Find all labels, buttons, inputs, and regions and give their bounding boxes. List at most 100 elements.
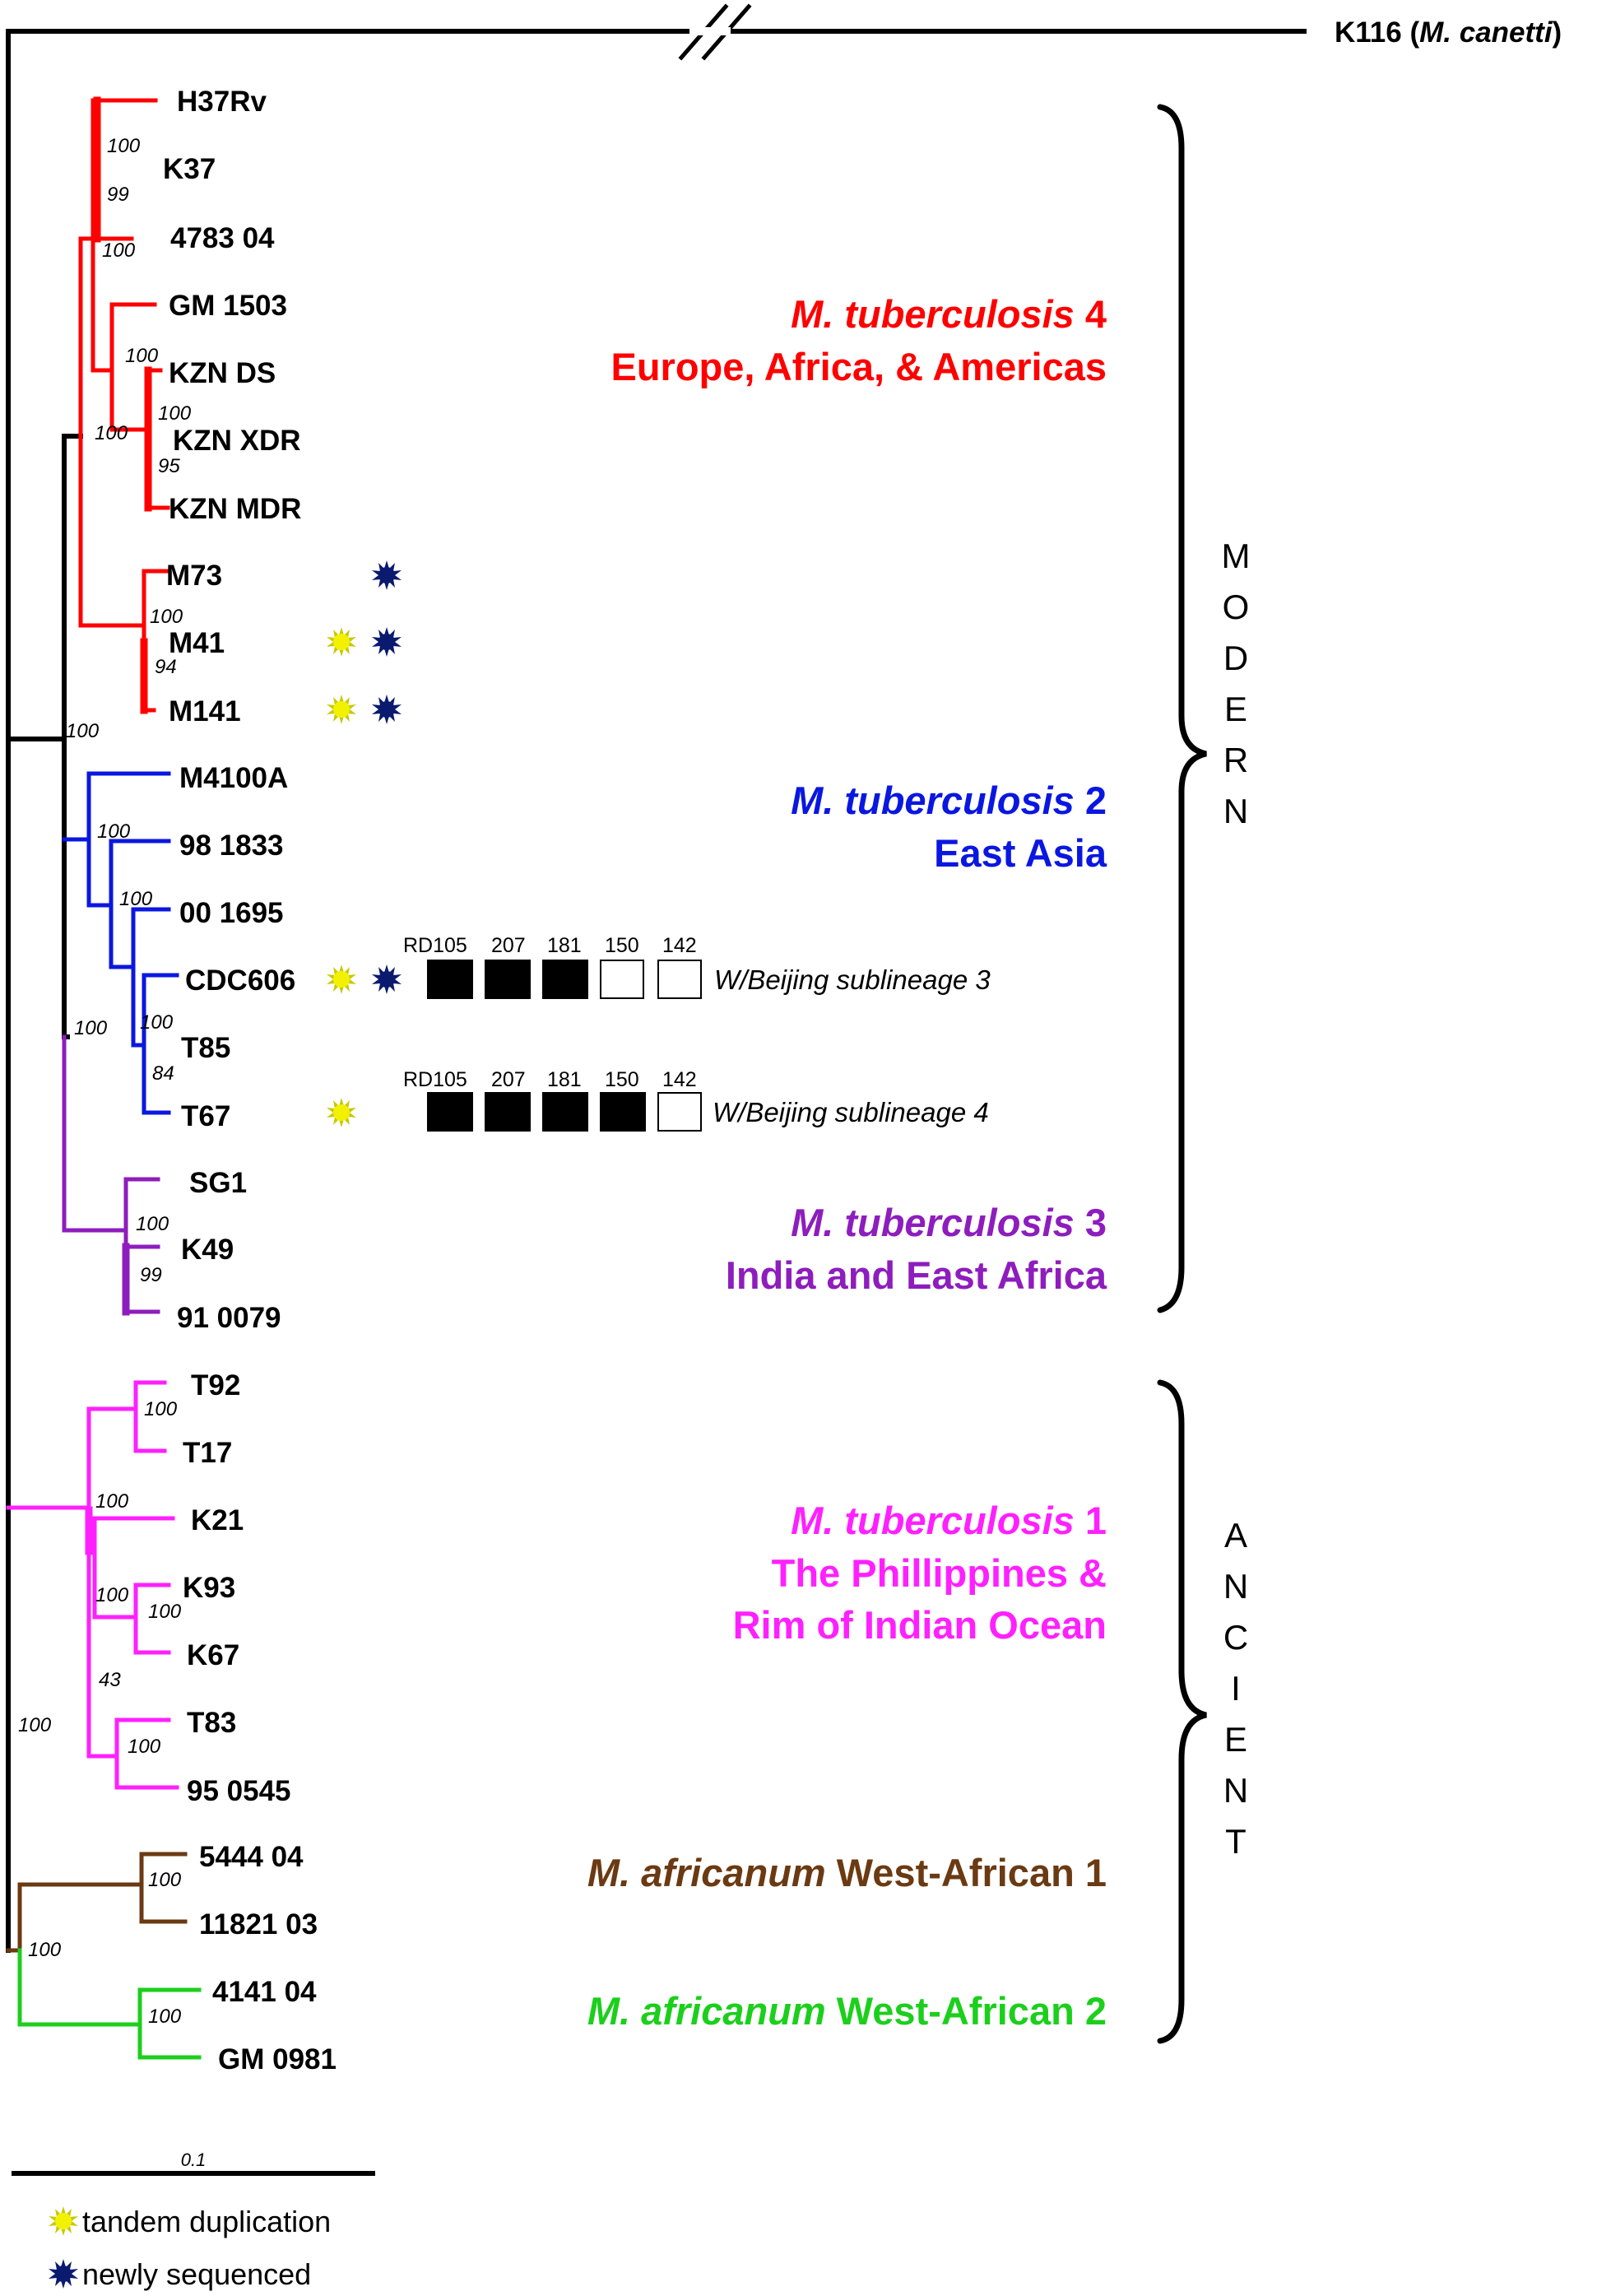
tandem-duplication-icon (49, 2206, 78, 2236)
branches (6, 3, 1307, 2060)
taxon-label: 5444 04 (199, 1841, 304, 1873)
clade-mtb3-title: M. tuberculosis 3 (791, 1201, 1107, 1244)
taxon-label: M73 (166, 560, 222, 592)
rd-box-empty (657, 960, 702, 999)
svg-text:E: E (1224, 1720, 1247, 1759)
group-braces (1157, 104, 1207, 2044)
rd-box-filled (600, 1092, 646, 1132)
rd-header: 150 (605, 934, 639, 957)
svg-text:N: N (1223, 1567, 1248, 1606)
bootstrap-value: 100 (148, 2006, 182, 2028)
sublineage-label: W/Beijing sublineage 3 (714, 964, 991, 995)
svg-text:N: N (1223, 1771, 1248, 1810)
rd-box-filled (427, 1092, 473, 1132)
bootstrap-value: 100 (66, 720, 100, 742)
taxon-label: SG1 (189, 1167, 247, 1199)
taxon-label: 95 0545 (187, 1775, 291, 1807)
tandem-duplication-icon (327, 1098, 356, 1127)
rd-region-table: RD105 207 181 150 142 W/Beijing sublinea… (403, 934, 991, 1132)
bootstrap-value: 100 (140, 1011, 174, 1034)
scale-bar: 0.1 (12, 2150, 375, 2176)
taxon-label: M41 (169, 627, 225, 659)
newly-sequenced-icon (372, 695, 402, 724)
taxon-label: K21 (191, 1504, 244, 1536)
sublineage-label: W/Beijing sublineage 4 (713, 1097, 989, 1127)
bootstrap-values: 100 99 100 100 100 95 100 100 94 100 100… (18, 135, 192, 2028)
taxon-label: T83 (187, 1707, 236, 1739)
svg-text:R: R (1223, 741, 1248, 779)
tandem-duplication-icon (327, 627, 356, 657)
taxon-label: T85 (181, 1032, 230, 1064)
legend-newly-label: newly sequenced (82, 2257, 311, 2291)
taxon-label: 4783 04 (170, 222, 275, 254)
newly-sequenced-icon (372, 627, 402, 657)
taxon-label: M141 (169, 695, 241, 727)
ancient-brace (1157, 1379, 1207, 2044)
taxon-labels: K116 (M. canetti) H37Rv K37 4783 04 GM 1… (163, 16, 1562, 2075)
bootstrap-value: 100 (136, 1213, 169, 1235)
rd-header: 150 (605, 1068, 639, 1091)
bootstrap-value: 100 (144, 1398, 178, 1420)
scale-bar-label: 0.1 (181, 2150, 207, 2170)
svg-text:I: I (1231, 1669, 1241, 1708)
rd-box-filled (427, 960, 473, 999)
taxon-label: KZN XDR (173, 425, 301, 457)
bootstrap-value: 100 (128, 1736, 161, 1758)
bootstrap-value: 100 (18, 1714, 52, 1736)
legend: tandem duplication newly sequenced (49, 2205, 331, 2291)
bootstrap-value: 84 (152, 1062, 174, 1085)
taxon-label: CDC606 (185, 964, 295, 997)
bootstrap-value: 99 (140, 1264, 162, 1286)
clade-mtb1-region-line2: Rim of Indian Ocean (733, 1603, 1107, 1647)
clade-maf1-title: M. africanum West-African 1 (587, 1851, 1107, 1894)
taxon-label: KZN DS (169, 357, 276, 389)
bootstrap-value: 100 (148, 1869, 182, 1891)
rd-header: 181 (547, 934, 582, 957)
svg-text:T: T (1225, 1822, 1246, 1861)
taxon-label: H37Rv (177, 86, 267, 118)
rd-header: RD105 (403, 1068, 467, 1091)
clade-mtb4-region: Europe, Africa, & Americas (610, 345, 1107, 388)
taxon-outgroup: K116 (M. canetti) (1335, 16, 1562, 49)
bootstrap-value: 95 (158, 455, 180, 477)
rd-box-empty (600, 960, 644, 999)
tandem-duplication-icon (327, 695, 356, 724)
bootstrap-value: 100 (107, 135, 141, 157)
taxon-label: T17 (183, 1437, 232, 1469)
taxon-label: T92 (191, 1369, 240, 1401)
legend-tandem-label: tandem duplication (82, 2205, 331, 2238)
taxon-label: 98 1833 (179, 830, 284, 862)
clade-mtb4-title: M. tuberculosis 4 (791, 292, 1107, 336)
clade-labels: M. tuberculosis 4 Europe, Africa, & Amer… (587, 292, 1107, 2033)
svg-text:O: O (1223, 588, 1250, 626)
modern-label: M O D E R N (1222, 537, 1251, 830)
taxon-label: KZN MDR (169, 493, 301, 525)
svg-text:A: A (1224, 1516, 1247, 1555)
bootstrap-value: 100 (95, 422, 128, 444)
bootstrap-value: 100 (95, 1584, 129, 1606)
modern-brace (1157, 104, 1207, 1313)
rd-header: RD105 (403, 934, 467, 957)
bootstrap-value: 100 (119, 888, 153, 910)
rd-box-filled (542, 1092, 588, 1132)
tandem-duplication-icon (327, 964, 356, 994)
bootstrap-value: 100 (74, 1017, 108, 1039)
marker-stars (327, 560, 402, 1127)
taxon-label: K37 (163, 153, 216, 185)
taxon-label: K67 (187, 1639, 239, 1671)
bootstrap-value: 100 (150, 606, 183, 628)
bootstrap-value: 100 (97, 820, 131, 843)
taxon-label: GM 1503 (169, 290, 287, 322)
bootstrap-value: 99 (107, 184, 129, 206)
taxon-label: K93 (183, 1572, 235, 1604)
bootstrap-value: 100 (148, 1601, 182, 1623)
bootstrap-value: 100 (158, 402, 192, 425)
newly-sequenced-icon (49, 2259, 78, 2289)
newly-sequenced-icon (372, 964, 402, 994)
bootstrap-value: 100 (28, 1939, 62, 1961)
clade-mtb2-region: East Asia (934, 831, 1107, 875)
ancient-label: A N C I E N T (1223, 1516, 1248, 1861)
clade-mtb1-title: M. tuberculosis 1 (791, 1499, 1107, 1542)
rd-box-filled (485, 1092, 531, 1132)
